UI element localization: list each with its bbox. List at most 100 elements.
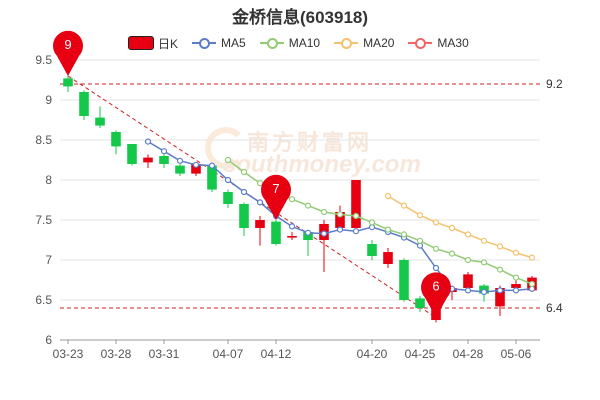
legend-item-ma5[interactable]: MA5	[192, 36, 246, 50]
x-tick-label: 04-25	[405, 347, 436, 361]
ma-point	[432, 264, 440, 272]
ma-point	[496, 243, 504, 250]
ma-point	[320, 230, 328, 237]
ma-point	[336, 226, 344, 233]
x-tick-label: 03-28	[101, 347, 132, 361]
y-tick-label: 9.5	[35, 53, 52, 67]
candle-body	[95, 117, 105, 126]
legend-label-ma5: MA5	[221, 36, 246, 50]
y-tick-label: 9	[45, 93, 52, 107]
x-tick-label: 04-12	[261, 347, 292, 361]
ma-point	[416, 212, 424, 219]
pin-marker-shape	[421, 272, 451, 318]
pin-marker-shape	[53, 30, 83, 76]
ma-point	[336, 211, 344, 218]
ma-point	[368, 219, 376, 226]
ma-point	[224, 176, 232, 184]
watermark-text-en: southmoney.com	[223, 151, 421, 178]
candle-body	[63, 78, 73, 87]
x-tick-label: 03-31	[149, 347, 180, 361]
ma-point	[528, 280, 536, 288]
ma-point	[528, 254, 536, 261]
ma-point	[432, 219, 440, 226]
ma-point	[288, 223, 296, 230]
candle-body	[191, 164, 201, 174]
ma-point	[384, 226, 392, 233]
candle-body	[111, 132, 121, 147]
ma-point	[384, 192, 392, 200]
ma-point	[496, 287, 504, 294]
legend-label-kline: 日K	[158, 36, 179, 51]
ma-point	[304, 229, 312, 236]
candle-body	[383, 252, 393, 264]
x-tick-label: 05-06	[501, 347, 532, 361]
ma-point	[208, 162, 216, 169]
y-tick-label: 7	[45, 253, 52, 267]
line-swatch-icon	[192, 36, 217, 50]
pin-marker-label: 7	[272, 181, 279, 196]
candle-body	[175, 165, 185, 174]
x-tick-label: 04-20	[357, 347, 388, 361]
legend-label-ma10: MA10	[288, 36, 321, 50]
ma-point	[480, 237, 488, 244]
ma-point	[288, 196, 296, 203]
legend-item-ma20[interactable]: MA20	[334, 36, 394, 50]
ma-point	[464, 231, 472, 238]
ma-point	[192, 161, 200, 168]
ma-point	[464, 287, 472, 294]
candle-body	[143, 157, 153, 163]
candle-body	[223, 192, 233, 204]
ma-point	[432, 245, 440, 252]
ma-point	[400, 231, 408, 238]
legend-item-kline[interactable]: 日K	[128, 35, 178, 52]
candle-body	[79, 92, 89, 116]
ma-point	[240, 188, 248, 196]
ma-point	[464, 256, 472, 264]
x-tick-label: 03-23	[53, 347, 84, 361]
ma-point	[512, 287, 520, 294]
chart-title: 金桥信息(603918)	[231, 8, 369, 27]
ma-point	[480, 288, 488, 296]
ma-point	[160, 148, 168, 155]
y-tick-label: 7.5	[35, 213, 52, 227]
candle-body	[127, 144, 137, 164]
candle-body	[159, 156, 169, 164]
y-tick-label: 6	[45, 333, 52, 347]
candle-body	[207, 165, 217, 190]
candle-body	[303, 232, 313, 240]
ma-point	[352, 228, 360, 235]
watermark-logo: 南方财富网 southmoney.com	[205, 125, 421, 185]
ma-point	[320, 208, 328, 216]
line-swatch-icon	[408, 36, 433, 50]
pin-marker: 6	[421, 272, 451, 318]
legend-label-ma30: MA30	[437, 36, 469, 50]
legend-item-ma10[interactable]: MA10	[259, 36, 321, 50]
ma-point	[176, 157, 184, 164]
ma-point	[240, 168, 248, 176]
x-tick-label: 04-07	[213, 347, 244, 361]
ma-line-ma20	[387, 195, 533, 259]
logo-ring-icon	[205, 127, 247, 169]
candle-body	[351, 180, 361, 228]
ma-point	[144, 138, 152, 145]
candle-body	[399, 260, 409, 300]
y-tick-label: 8	[45, 173, 52, 187]
ma-point	[448, 250, 456, 257]
candle-body	[239, 204, 249, 228]
candle-swatch-icon	[128, 36, 154, 50]
ma-point	[480, 259, 488, 266]
pin-marker-label: 6	[432, 279, 439, 294]
x-tick-label: 04-28	[453, 347, 484, 361]
ma-point	[224, 156, 232, 164]
ma-point	[256, 199, 264, 206]
candle-body	[511, 284, 521, 288]
ma-point	[448, 224, 456, 232]
watermark-text-cn: 南方财富网	[247, 130, 373, 155]
pin-marker-shape	[261, 174, 292, 220]
legend-label-ma20: MA20	[363, 36, 395, 50]
ma-point	[304, 202, 312, 209]
legend-item-ma30[interactable]: MA30	[408, 36, 469, 50]
candle-body	[271, 221, 281, 244]
